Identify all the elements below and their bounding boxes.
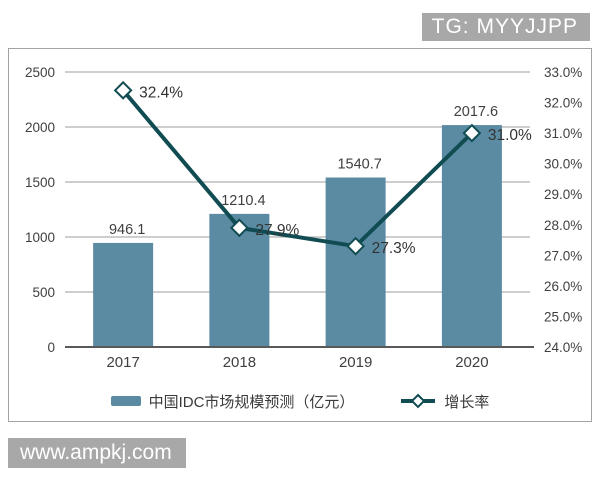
site-watermark: www.ampkj.com [8,438,186,468]
right-axis-tick-label: 30.0% [544,157,582,172]
line-value-label: 32.4% [139,84,183,101]
legend-item-line-series: 增长率 [400,391,489,412]
legend-item-bar-series: 中国IDC市场规模预测（亿元） [110,391,355,412]
x-axis-category-label: 2020 [455,354,488,371]
bar-value-label: 1210.4 [221,193,265,209]
left-axis-tick-label: 1500 [25,175,55,190]
bar-2017 [93,242,154,347]
left-axis-tick-label: 500 [32,285,55,300]
bar-2019 [325,177,386,347]
line-marker-diamond [462,123,482,143]
tag-badge: TG: MYYJJPP [421,13,590,41]
line-marker-diamond [346,236,366,256]
bar-value-label: 2017.6 [454,104,498,120]
line-marker-diamond [229,218,249,238]
bar-series-swatch-icon [110,396,141,406]
left-axis-tick-label: 1000 [25,230,55,245]
right-axis-tick-label: 24.0% [544,340,582,355]
growth-rate-line [121,89,474,249]
left-axis-tick-label: 0 [47,340,55,355]
x-axis-category-label: 2018 [223,354,256,371]
line-marker-diamond [113,80,133,100]
line-value-label: 31.0% [488,127,532,144]
left-axis-tick-label: 2000 [25,120,55,135]
right-axis-tick-label: 26.0% [544,279,582,294]
right-axis-tick-label: 33.0% [544,65,582,80]
right-axis-tick-label: 31.0% [544,126,582,141]
x-axis-category-label: 2019 [339,354,372,371]
right-axis-tick-label: 32.0% [544,96,582,111]
chart-legend: 中国IDC市场规模预测（亿元） 增长率 [0,388,600,414]
x-axis-category-label: 2017 [106,354,139,371]
bar-value-label: 946.1 [109,222,145,238]
bar-series-legend-label: 中国IDC市场规模预测（亿元） [148,393,355,411]
line-value-label: 27.9% [255,222,299,239]
line-series-legend-label: 增长率 [444,393,490,411]
bar-value-label: 1540.7 [337,157,381,173]
right-axis-tick-label: 28.0% [544,218,582,233]
left-axis-tick-label: 2500 [25,65,55,80]
line-series-swatch-icon [401,393,436,409]
bar-2020 [441,125,502,348]
right-axis-tick-label: 29.0% [544,187,582,202]
right-axis-tick-label: 27.0% [544,248,582,263]
right-axis-tick-label: 25.0% [544,309,582,324]
line-value-label: 27.3% [372,240,416,257]
